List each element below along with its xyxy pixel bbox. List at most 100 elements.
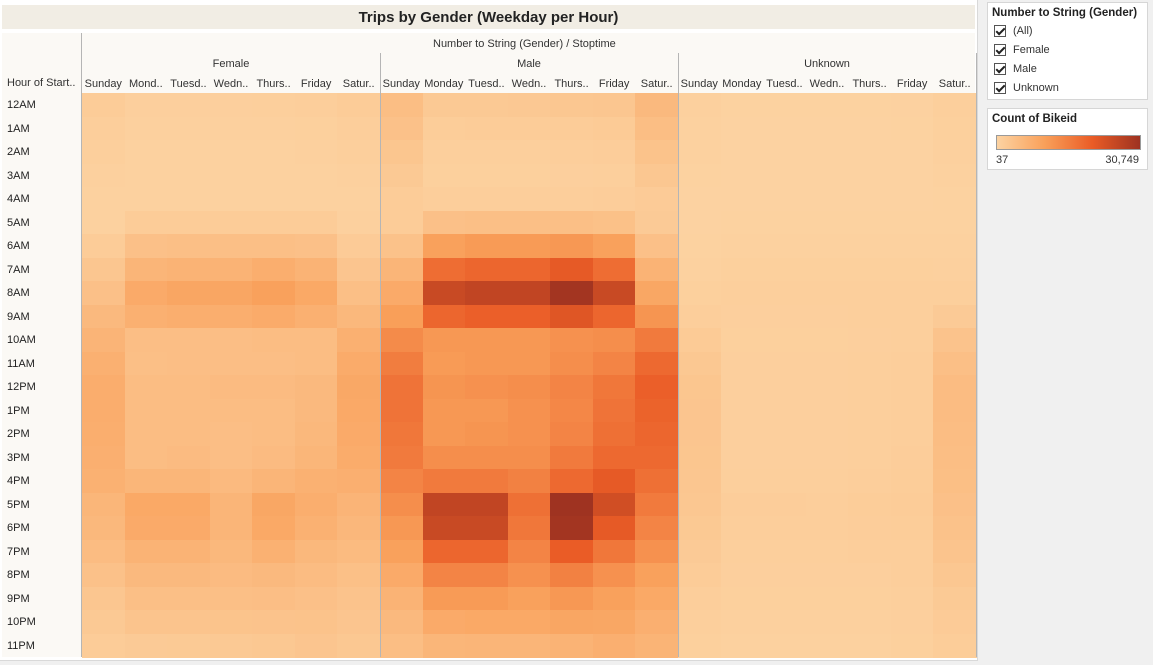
heatmap-cell[interactable] bbox=[465, 492, 509, 517]
heatmap-cell[interactable] bbox=[763, 610, 807, 635]
heatmap-cell[interactable] bbox=[337, 116, 381, 141]
heatmap-cell[interactable] bbox=[678, 304, 722, 329]
heatmap-cell[interactable] bbox=[635, 304, 679, 329]
heatmap-cell[interactable] bbox=[465, 116, 509, 141]
heatmap-cell[interactable] bbox=[848, 234, 892, 259]
heatmap-cell[interactable] bbox=[763, 375, 807, 400]
heatmap-cell[interactable] bbox=[848, 351, 892, 376]
heatmap-cell[interactable] bbox=[507, 257, 551, 282]
heatmap-cell[interactable] bbox=[124, 539, 168, 564]
heatmap-cell[interactable] bbox=[933, 469, 977, 494]
heatmap-cell[interactable] bbox=[933, 539, 977, 564]
heatmap-cell[interactable] bbox=[805, 492, 849, 517]
checkbox-checked-icon[interactable] bbox=[994, 62, 1006, 75]
heatmap-cell[interactable] bbox=[635, 163, 679, 188]
heatmap-cell[interactable] bbox=[550, 116, 594, 141]
heatmap-cell[interactable] bbox=[805, 539, 849, 564]
heatmap-cell[interactable] bbox=[550, 516, 594, 541]
heatmap-cell[interactable] bbox=[933, 516, 977, 541]
heatmap-cell[interactable] bbox=[805, 398, 849, 423]
heatmap-cell[interactable] bbox=[763, 398, 807, 423]
heatmap-cell[interactable] bbox=[380, 234, 424, 259]
heatmap-cell[interactable] bbox=[550, 563, 594, 588]
heatmap-cell[interactable] bbox=[422, 163, 466, 188]
heatmap-cell[interactable] bbox=[337, 563, 381, 588]
heatmap-cell[interactable] bbox=[848, 210, 892, 235]
heatmap-cell[interactable] bbox=[635, 469, 679, 494]
heatmap-cell[interactable] bbox=[294, 281, 338, 306]
heatmap-cell[interactable] bbox=[763, 210, 807, 235]
heatmap-cell[interactable] bbox=[848, 163, 892, 188]
heatmap-cell[interactable] bbox=[380, 610, 424, 635]
heatmap-cell[interactable] bbox=[422, 492, 466, 517]
heatmap-cell[interactable] bbox=[294, 516, 338, 541]
heatmap-cell[interactable] bbox=[465, 516, 509, 541]
heatmap-cell[interactable] bbox=[422, 375, 466, 400]
heatmap-cell[interactable] bbox=[507, 116, 551, 141]
heatmap-cell[interactable] bbox=[763, 116, 807, 141]
heatmap-cell[interactable] bbox=[82, 445, 126, 470]
heatmap-cell[interactable] bbox=[82, 116, 126, 141]
heatmap-cell[interactable] bbox=[933, 492, 977, 517]
heatmap-cell[interactable] bbox=[380, 116, 424, 141]
heatmap-cell[interactable] bbox=[337, 539, 381, 564]
heatmap-cell[interactable] bbox=[890, 398, 934, 423]
heatmap-cell[interactable] bbox=[294, 304, 338, 329]
heatmap-cell[interactable] bbox=[890, 234, 934, 259]
heatmap-cell[interactable] bbox=[763, 633, 807, 658]
heatmap-cell[interactable] bbox=[720, 163, 764, 188]
heatmap-cell[interactable] bbox=[678, 187, 722, 212]
heatmap-cell[interactable] bbox=[167, 445, 211, 470]
heatmap-cell[interactable] bbox=[337, 610, 381, 635]
heatmap-cell[interactable] bbox=[422, 633, 466, 658]
heatmap-cell[interactable] bbox=[550, 633, 594, 658]
heatmap-cell[interactable] bbox=[252, 304, 296, 329]
heatmap-cell[interactable] bbox=[890, 492, 934, 517]
heatmap-cell[interactable] bbox=[167, 93, 211, 118]
heatmap-cell[interactable] bbox=[422, 563, 466, 588]
heatmap-cell[interactable] bbox=[763, 257, 807, 282]
heatmap-cell[interactable] bbox=[252, 563, 296, 588]
heatmap-cell[interactable] bbox=[763, 281, 807, 306]
heatmap-cell[interactable] bbox=[635, 633, 679, 658]
heatmap-cell[interactable] bbox=[678, 116, 722, 141]
heatmap-cell[interactable] bbox=[124, 140, 168, 165]
heatmap-cell[interactable] bbox=[763, 93, 807, 118]
heatmap-cell[interactable] bbox=[507, 328, 551, 353]
heatmap-cell[interactable] bbox=[720, 257, 764, 282]
heatmap-cell[interactable] bbox=[294, 422, 338, 447]
heatmap-cell[interactable] bbox=[380, 140, 424, 165]
heatmap-cell[interactable] bbox=[209, 281, 253, 306]
heatmap-cell[interactable] bbox=[890, 210, 934, 235]
heatmap-cell[interactable] bbox=[720, 187, 764, 212]
heatmap-cell[interactable] bbox=[380, 281, 424, 306]
heatmap-cell[interactable] bbox=[422, 328, 466, 353]
heatmap-cell[interactable] bbox=[678, 375, 722, 400]
heatmap-cell[interactable] bbox=[550, 163, 594, 188]
heatmap-cell[interactable] bbox=[848, 539, 892, 564]
heatmap-cell[interactable] bbox=[294, 469, 338, 494]
heatmap-cell[interactable] bbox=[848, 187, 892, 212]
heatmap-cell[interactable] bbox=[209, 210, 253, 235]
heatmap-cell[interactable] bbox=[848, 422, 892, 447]
heatmap-cell[interactable] bbox=[294, 398, 338, 423]
heatmap-cell[interactable] bbox=[294, 492, 338, 517]
heatmap-cell[interactable] bbox=[720, 93, 764, 118]
heatmap-cell[interactable] bbox=[465, 234, 509, 259]
heatmap-cell[interactable] bbox=[380, 492, 424, 517]
heatmap-cell[interactable] bbox=[124, 375, 168, 400]
heatmap-cell[interactable] bbox=[82, 398, 126, 423]
heatmap-cell[interactable] bbox=[209, 398, 253, 423]
heatmap-cell[interactable] bbox=[720, 422, 764, 447]
heatmap-cell[interactable] bbox=[890, 304, 934, 329]
heatmap-cell[interactable] bbox=[720, 610, 764, 635]
heatmap-cell[interactable] bbox=[252, 163, 296, 188]
heatmap-cell[interactable] bbox=[82, 140, 126, 165]
heatmap-cell[interactable] bbox=[337, 187, 381, 212]
heatmap-cell[interactable] bbox=[933, 210, 977, 235]
heatmap-cell[interactable] bbox=[635, 445, 679, 470]
heatmap-cell[interactable] bbox=[294, 610, 338, 635]
heatmap-cell[interactable] bbox=[678, 516, 722, 541]
heatmap-cell[interactable] bbox=[848, 563, 892, 588]
heatmap-cell[interactable] bbox=[805, 445, 849, 470]
